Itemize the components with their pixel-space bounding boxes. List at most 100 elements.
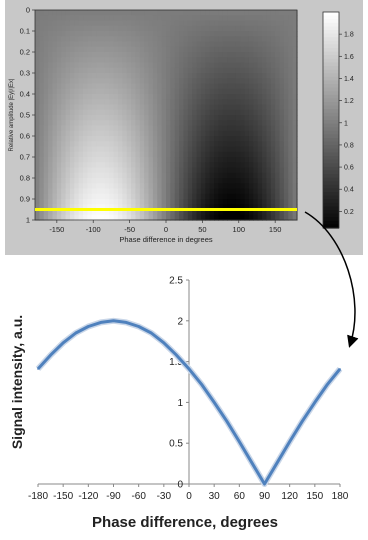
heatmap-cell — [222, 214, 228, 221]
heatmap-cell — [61, 130, 67, 137]
heatmap-cell — [205, 188, 211, 195]
heatmap-cell — [275, 199, 281, 205]
heatmap-cell — [244, 178, 250, 184]
heatmap-cell — [235, 10, 241, 16]
heatmap-cell — [139, 73, 145, 79]
heatmap-cell — [87, 73, 93, 79]
heatmap-cell — [69, 146, 75, 153]
heatmap-cell — [83, 120, 88, 127]
heatmap-cell — [144, 78, 150, 85]
heatmap-cell — [65, 46, 71, 53]
heatmap-cell — [148, 104, 154, 111]
heatmap-cell — [205, 20, 211, 27]
heatmap-cell — [170, 36, 176, 43]
heatmap-cell — [166, 73, 171, 79]
heatmap-cell — [288, 25, 294, 32]
heatmap-cell — [257, 15, 263, 22]
heatmap-cell — [87, 109, 93, 116]
heatmap-cell — [122, 183, 128, 190]
heatmap-cell — [248, 209, 254, 216]
heatmap-cell — [139, 193, 145, 200]
heatmap-cell — [39, 41, 45, 48]
heatmap-cell — [52, 41, 58, 48]
heatmap-cell — [240, 36, 246, 43]
heatmap-cell — [122, 67, 128, 74]
heatmap-cell — [43, 151, 49, 158]
heatmap-cell — [262, 52, 268, 58]
heatmap-cell — [96, 88, 102, 95]
heatmap-cell — [131, 146, 137, 153]
heatmap-cell — [61, 188, 67, 195]
heatmap-cell — [65, 151, 71, 158]
heatmap-cell — [262, 78, 268, 85]
heatmap-cell — [174, 36, 180, 43]
heatmap-cell — [227, 52, 233, 58]
heatmap-cell — [279, 178, 285, 184]
heatmap-cell — [131, 204, 137, 211]
heatmap-cell — [174, 94, 180, 100]
heatmap-cell — [196, 20, 202, 27]
heatmap-cell — [214, 204, 219, 211]
heatmap-cell — [35, 146, 40, 153]
heatmap-cell — [283, 204, 289, 211]
heatmap-cell — [270, 94, 276, 100]
heatmap-cell — [270, 136, 276, 142]
heatmap-cell — [87, 188, 93, 195]
heatmap-cell — [104, 52, 110, 58]
heatmap-cell — [244, 104, 250, 111]
heatmap-cell — [214, 99, 219, 106]
colorbar-cell — [323, 91, 339, 96]
heatmap-cell — [253, 109, 259, 116]
heatmap-cell — [200, 52, 206, 58]
heatmap-cell — [200, 109, 206, 116]
heatmap-cell — [240, 67, 246, 74]
heatmap-cell — [131, 178, 137, 184]
heatmap-cell — [69, 109, 75, 116]
heatmap-cell — [166, 136, 171, 142]
heatmap-cell — [192, 46, 198, 53]
heatmap-cell — [244, 141, 250, 148]
heatmap-cell — [122, 41, 128, 48]
heatmap-cell — [69, 214, 75, 221]
heatmap-cell — [179, 178, 185, 184]
heatmap-cell — [179, 25, 185, 32]
heatmap-cell — [166, 41, 171, 48]
heatmap-cell — [126, 188, 132, 195]
heatmap-cell — [200, 209, 206, 216]
heatmap-cell — [157, 136, 163, 142]
heatmap-cell — [231, 41, 237, 48]
heatmap-cell — [248, 199, 254, 205]
heatmap-cell — [196, 167, 202, 174]
heatmap-cell — [218, 88, 224, 95]
heatmap-cell — [279, 172, 285, 179]
heatmap-cell — [270, 162, 276, 169]
heatmap-cell — [126, 94, 132, 100]
x-tick-label: -120 — [78, 491, 98, 502]
heatmap-cell — [275, 15, 281, 22]
heatmap-cell — [152, 67, 158, 74]
heatmap-cell — [183, 136, 189, 142]
heatmap-cell — [218, 46, 224, 53]
heatmap-cell — [87, 178, 93, 184]
heatmap-cell — [222, 20, 228, 27]
heatmap-cell — [122, 115, 128, 121]
heatmap-cell — [91, 151, 97, 158]
heatmap-cell — [244, 157, 250, 163]
heatmap-cell — [96, 25, 102, 32]
heatmap-cell — [248, 193, 254, 200]
heatmap-cell — [48, 151, 54, 158]
heatmap-cell — [61, 151, 67, 158]
heatmap-cell — [218, 204, 224, 211]
heatmap-cell — [218, 36, 224, 43]
heatmap-cell — [253, 162, 259, 169]
heatmap-cell — [74, 162, 80, 169]
heatmap-cell — [200, 62, 206, 69]
heatmap-cell — [117, 109, 123, 116]
x-tick-label: -30 — [157, 491, 172, 502]
heatmap-cell — [109, 146, 115, 153]
heatmap-cell — [214, 78, 219, 85]
heatmap-cell — [148, 109, 154, 116]
heatmap-cell — [214, 67, 219, 74]
heatmap-cell — [83, 62, 88, 69]
heatmap-cell — [104, 73, 110, 79]
